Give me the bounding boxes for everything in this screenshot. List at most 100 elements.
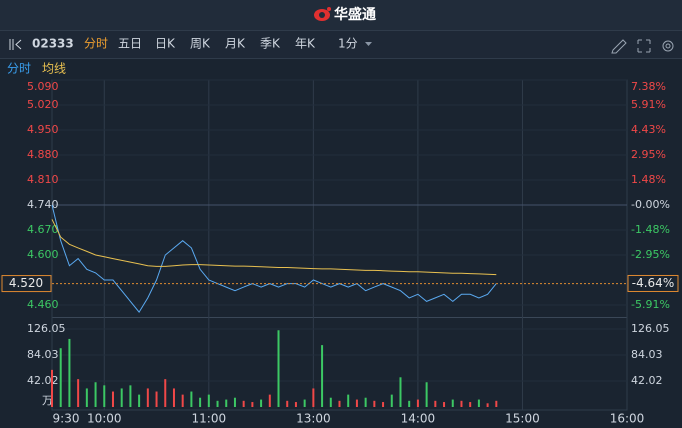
y-tick-label: 42.02	[27, 374, 59, 387]
y-tick-label: 4.670	[27, 223, 59, 236]
volume-bar	[251, 402, 254, 407]
y2-tick-label: 84.03	[631, 348, 663, 361]
draw-icon[interactable]	[611, 39, 627, 54]
y2-tick-label: -0.00%	[631, 198, 670, 211]
app-title: 华盛通	[334, 6, 376, 23]
volume-bar	[399, 377, 402, 407]
volume-bar	[338, 400, 341, 407]
y2-tick-label: 7.38%	[631, 80, 666, 93]
interval-select[interactable]: 1分	[338, 37, 358, 51]
volume-bar	[129, 385, 132, 407]
volume-bar	[303, 399, 306, 407]
y-tick-label: 4.810	[27, 173, 59, 186]
y2-tick-label: 2.95%	[631, 148, 666, 161]
volume-bar	[294, 402, 297, 407]
period-tab[interactable]: 季K	[260, 37, 281, 51]
collapse-icon[interactable]	[9, 39, 22, 50]
volume-bar	[286, 400, 289, 407]
period-tab[interactable]: 分时	[84, 37, 108, 51]
volume-bar	[469, 402, 472, 407]
volume-bar	[181, 394, 184, 407]
period-tab[interactable]: 年K	[295, 37, 316, 51]
y2-tick-label: -5.91%	[631, 298, 670, 311]
volume-bar	[51, 369, 53, 407]
x-tick-label: 10:00	[87, 412, 122, 426]
dropdown-arrow[interactable]	[365, 42, 372, 46]
y2-tick-label: -1.48%	[631, 223, 670, 236]
current-change-box	[627, 274, 679, 292]
y-tick-label: 126.05	[27, 322, 66, 335]
price-line	[51, 204, 497, 313]
current-change-label: -4.64%	[632, 276, 674, 290]
volume-bar	[425, 382, 428, 407]
y2-tick-label: 1.48%	[631, 173, 666, 186]
toolbar	[0, 30, 682, 58]
volume-bar	[443, 402, 446, 407]
y2-tick-label: 42.02	[631, 374, 663, 387]
period-tab[interactable]: 五日	[118, 37, 142, 51]
y2-tick-label: 5.91%	[631, 98, 666, 111]
volume-bar	[495, 400, 498, 407]
volume-bar	[111, 391, 114, 407]
period-tab[interactable]: 月K	[225, 37, 246, 51]
volume-bar	[460, 400, 463, 407]
volume-bar	[408, 400, 411, 407]
y2-tick-label: -2.95%	[631, 248, 670, 261]
volume-bar	[373, 400, 376, 407]
top-bar	[0, 0, 682, 30]
volume-bar	[347, 394, 350, 407]
current-price-label: 4.520	[9, 276, 43, 290]
legend-price: 分时	[7, 62, 31, 76]
volume-bar	[103, 385, 106, 407]
volume-bar	[329, 397, 332, 407]
volume-bar	[233, 397, 236, 407]
y-tick-label: 5.090	[27, 80, 59, 93]
volume-bar	[199, 397, 202, 407]
x-tick-label: 14:00	[401, 412, 436, 426]
x-tick-label: 13:00	[296, 412, 331, 426]
logo-icon	[314, 7, 331, 21]
period-tab[interactable]: 日K	[155, 37, 176, 51]
current-price-box	[1, 275, 52, 293]
volume-bar	[477, 399, 480, 407]
volume-bar	[225, 399, 228, 407]
volume-bar	[416, 399, 419, 407]
volume-bar	[85, 388, 88, 407]
y-tick-label: 4.950	[27, 123, 59, 136]
period-tab[interactable]: 周K	[190, 37, 211, 51]
y-tick-label: 4.740	[27, 198, 59, 211]
volume-bar	[242, 400, 245, 407]
volume-bar	[364, 397, 367, 407]
volume-bar	[321, 345, 324, 407]
y2-tick-label: 4.43%	[631, 123, 666, 136]
x-tick-label: 15:00	[505, 412, 540, 426]
x-tick-label: 16:00	[610, 412, 645, 426]
volume-bar	[268, 394, 271, 407]
fullscreen-icon[interactable]	[637, 39, 651, 53]
volume-bar	[146, 388, 149, 407]
volume-bar	[382, 402, 385, 407]
volume-bar	[164, 379, 167, 407]
volume-bar	[94, 382, 97, 407]
volume-bar	[260, 399, 263, 407]
volume-bar	[138, 394, 141, 407]
stock-code: 02333	[32, 37, 74, 51]
volume-bar	[277, 330, 280, 407]
volume-bar	[390, 394, 393, 407]
volume-bar	[172, 388, 175, 407]
volume-bar	[312, 388, 315, 407]
volume-bar	[77, 379, 80, 407]
volume-bar	[207, 394, 210, 407]
volume-bar	[155, 391, 158, 407]
settings-icon[interactable]	[662, 40, 674, 52]
x-tick-label: 11:00	[192, 412, 227, 426]
volume-unit: 万	[42, 394, 53, 407]
x-tick-label: 9:30	[53, 412, 80, 426]
volume-bar	[59, 348, 62, 407]
y-tick-label: 4.600	[27, 248, 59, 261]
volume-bar	[451, 399, 454, 407]
legend-average: 均线	[42, 62, 66, 76]
y-tick-label: 84.03	[27, 348, 59, 361]
